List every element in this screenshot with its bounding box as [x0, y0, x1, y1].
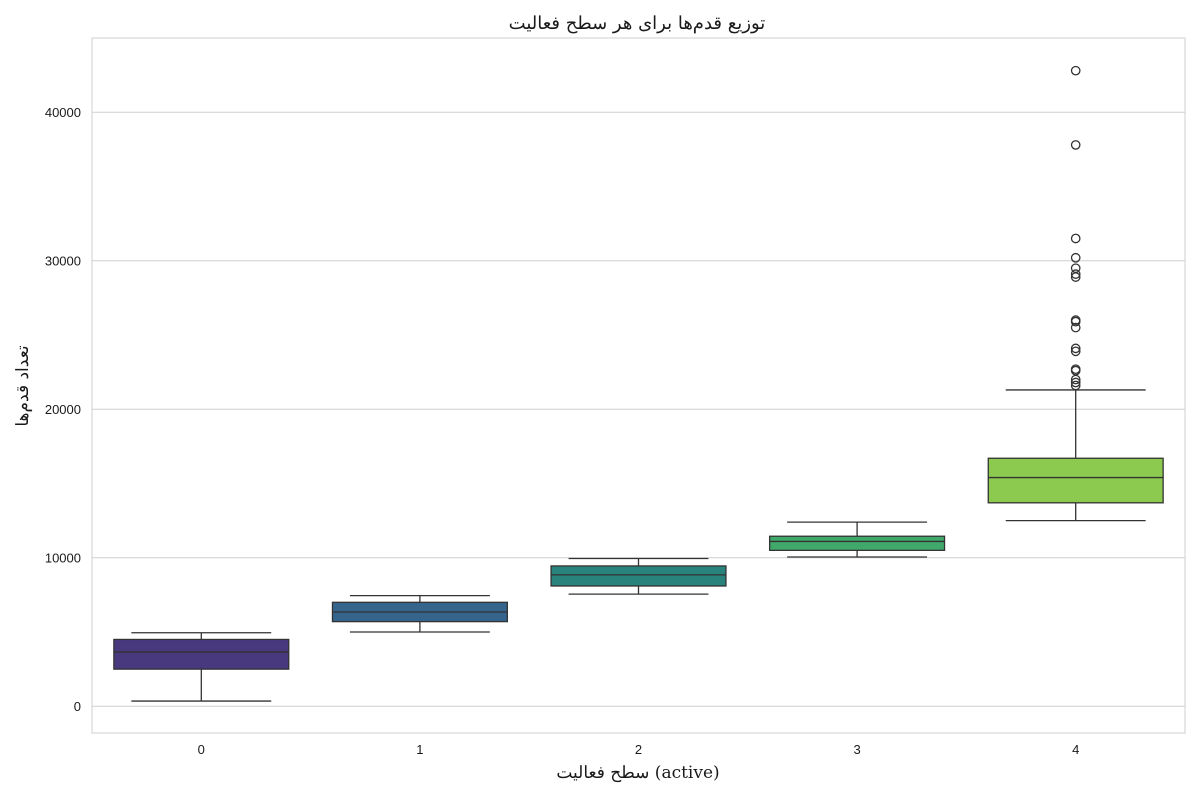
- x-tick-label: 4: [1072, 742, 1079, 757]
- outlier-point: [1070, 65, 1081, 76]
- y-tick-label: 30000: [45, 253, 81, 268]
- y-tick-label: 40000: [45, 105, 81, 120]
- iqr-box: [113, 638, 290, 670]
- outlier-point: [1070, 377, 1081, 388]
- outlier-point: [1070, 140, 1081, 150]
- outlier-point: [1070, 346, 1081, 357]
- outlier-point: [1070, 380, 1081, 391]
- x-axis-label: سطح فعالیت (active): [556, 763, 719, 783]
- outlier-point: [1070, 269, 1081, 279]
- grid-lines: [92, 111, 1185, 707]
- box-group: [769, 521, 946, 558]
- x-tick-label: 3: [853, 742, 860, 757]
- iqr-box: [550, 565, 727, 587]
- chart-title: توزیع قدم‌ها برای هر سطح فعالیت: [509, 13, 766, 34]
- y-tick-label: 20000: [45, 402, 81, 417]
- iqr-box: [769, 535, 946, 551]
- outlier-point: [1070, 322, 1081, 333]
- box-group: [987, 65, 1164, 522]
- outlier-point: [1070, 263, 1081, 274]
- iqr-box: [987, 457, 1164, 504]
- x-tick-label: 0: [198, 742, 205, 757]
- plot-frame: [91, 37, 1186, 734]
- outlier-point: [1070, 233, 1081, 244]
- box-group: [113, 632, 290, 702]
- outlier-point: [1070, 364, 1081, 375]
- outlier-point: [1070, 343, 1081, 354]
- boxes-layer: [113, 65, 1164, 702]
- y-axis-label: تعداد قدم‌ها: [13, 345, 33, 427]
- box-group: [331, 594, 508, 633]
- y-tick-label: 10000: [45, 550, 81, 565]
- tick-labels: 0 10000 20000 30000 40000 0 1 2 3 4: [45, 105, 1079, 757]
- box-group: [550, 557, 727, 595]
- x-tick-label: 1: [416, 742, 423, 757]
- x-tick-label: 2: [635, 742, 642, 757]
- outlier-point: [1070, 252, 1081, 263]
- y-tick-label: 0: [74, 699, 81, 714]
- outlier-point: [1070, 315, 1081, 326]
